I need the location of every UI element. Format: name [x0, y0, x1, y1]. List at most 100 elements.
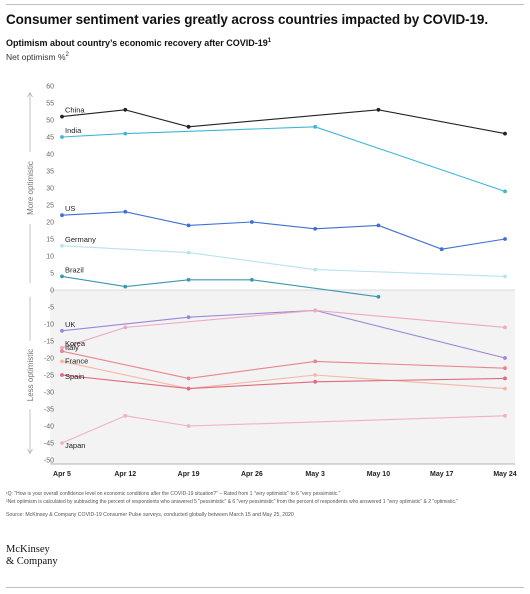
x-tick-label: Apr 19	[178, 471, 200, 478]
series-line-india	[61, 126, 506, 192]
y-tick-label: -30	[44, 390, 54, 397]
series-label-china: China	[65, 106, 85, 115]
data-point-china	[376, 107, 381, 112]
source-note: Source: McKinsey & Company COVID-19 Cons…	[6, 512, 294, 518]
series-germany: Germany	[60, 235, 507, 279]
data-point-italy	[186, 376, 191, 381]
y-tick-label: 10	[46, 254, 54, 261]
data-point-china	[503, 131, 507, 136]
footnote-2: ²Net optimism is calculated by subtracti…	[6, 498, 459, 505]
bottom-rule	[6, 587, 524, 588]
line-chart: 605550454035302520151050-5-10-15-20-25-3…	[26, 84, 517, 479]
y-tick-label: -50	[44, 458, 54, 465]
data-point-brazil	[123, 284, 128, 289]
series-line-italy	[61, 350, 506, 379]
chart-unit-footnote-mark: 2	[65, 52, 69, 59]
series-china: China	[60, 106, 507, 136]
data-point-uk	[503, 356, 507, 360]
y-tick-label: 45	[46, 135, 54, 142]
chart-title-footnote-mark: 1	[267, 38, 272, 44]
x-tick-label: Apr 26	[241, 471, 263, 478]
down-arrow-icon	[27, 449, 33, 454]
x-tick-label: May 24	[493, 471, 516, 478]
data-point-spain	[186, 386, 191, 391]
series-label-korea: Korea	[65, 339, 86, 348]
data-point-china	[186, 124, 191, 129]
data-point-germany	[313, 267, 318, 272]
chart-unit-text: Net optimism %	[6, 52, 66, 62]
logo-line-1: McKinsey	[6, 544, 50, 555]
top-rule	[6, 4, 524, 5]
x-tick-label: Apr 5	[53, 471, 71, 478]
y-tick-label: 35	[46, 169, 54, 176]
series-label-brazil: Brazil	[65, 265, 84, 274]
y-tick-label: -40	[44, 424, 54, 431]
data-point-brazil	[60, 274, 64, 279]
series-us: US	[60, 204, 507, 252]
chart-title-text: Optimism about country’s economic recove…	[6, 38, 268, 48]
less-optimistic-label: Less optimistic	[26, 349, 35, 401]
y-tick-label: 25	[46, 203, 54, 210]
y-tick-label: 0	[50, 288, 54, 295]
series-line-china	[61, 109, 506, 135]
data-point-us	[123, 209, 128, 214]
footnote-1: ¹Q: "How is your overall confidence leve…	[6, 491, 341, 497]
series-label-india: India	[65, 126, 82, 135]
series-line-japan	[61, 415, 506, 444]
series-label-italy: Italy	[65, 343, 79, 352]
series-japan: Japan	[60, 413, 507, 450]
data-point-france	[60, 359, 64, 364]
data-point-india	[313, 124, 318, 129]
data-point-italy	[313, 359, 318, 364]
data-point-germany	[60, 243, 64, 248]
series-line-uk	[61, 309, 506, 359]
series-line-us	[61, 211, 506, 250]
up-arrow-icon	[27, 92, 33, 97]
chart-unit: Net optimism %2	[6, 52, 69, 62]
data-point-us	[249, 220, 254, 224]
series-spain: Spain	[60, 372, 507, 391]
data-point-us	[186, 223, 191, 228]
y-tick-label: -45	[44, 441, 54, 448]
series-label-france: France	[65, 356, 88, 365]
data-point-india	[123, 131, 128, 136]
y-tick-label: 30	[46, 186, 54, 193]
data-point-korea	[313, 308, 318, 313]
data-point-us	[376, 223, 381, 228]
y-tick-label: 40	[46, 152, 54, 159]
y-tick-label: -25	[44, 373, 54, 380]
data-point-japan	[123, 413, 128, 418]
data-point-china	[123, 107, 128, 112]
series-label-uk: UK	[65, 320, 75, 329]
y-tick-label: -15	[44, 339, 54, 346]
x-tick-label: Apr 12	[114, 471, 136, 478]
series-label-japan: Japan	[65, 441, 85, 450]
data-point-us	[503, 237, 507, 241]
data-point-italy	[60, 349, 64, 354]
data-point-uk	[60, 328, 64, 333]
headline: Consumer sentiment varies greatly across…	[6, 12, 488, 27]
data-point-germany	[503, 274, 507, 279]
data-point-korea	[60, 345, 64, 350]
series-italy: Italy	[60, 343, 507, 381]
data-point-uk	[186, 315, 191, 320]
data-point-italy	[503, 366, 507, 371]
y-tick-label: 60	[46, 84, 54, 91]
x-tick-label: May 3	[305, 471, 325, 478]
y-tick-label: -35	[44, 407, 54, 414]
data-point-brazil	[186, 277, 191, 282]
data-point-germany	[186, 250, 191, 255]
footnotes: ¹Q: "How is your overall confidence leve…	[6, 491, 521, 520]
data-point-india	[60, 135, 64, 139]
mckinsey-logo: McKinsey & Company	[6, 544, 58, 567]
series-line-france	[61, 360, 506, 390]
negative-region-shade	[50, 290, 515, 464]
y-tick-label: 5	[50, 271, 54, 278]
y-tick-label: 55	[46, 101, 54, 108]
data-point-india	[503, 189, 507, 194]
data-point-france	[503, 386, 507, 391]
data-point-us	[60, 213, 64, 218]
y-tick-label: 15	[46, 237, 54, 244]
data-point-japan	[186, 424, 191, 428]
more-optimistic-label: More optimistic	[26, 161, 35, 215]
